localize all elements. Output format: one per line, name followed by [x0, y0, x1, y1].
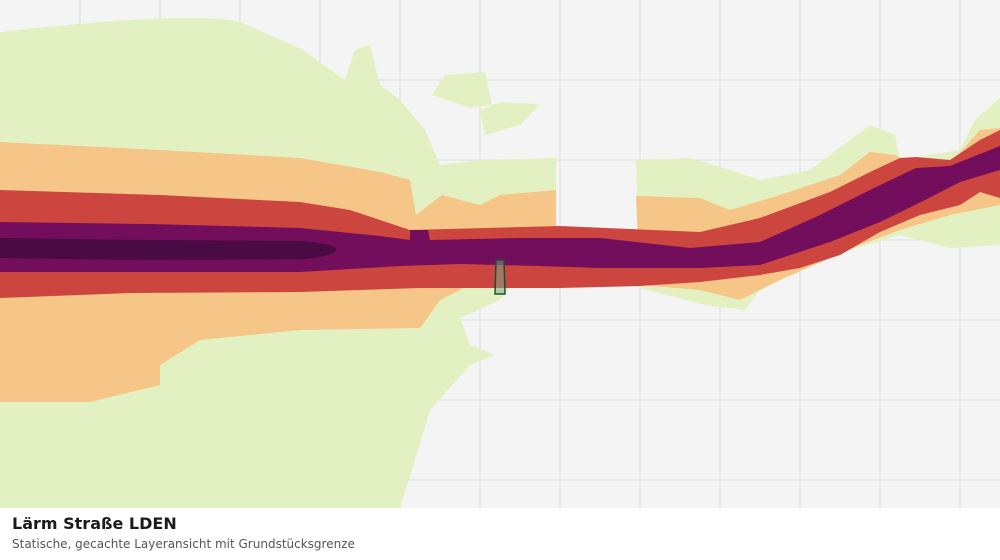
noise-zone-very-high — [0, 146, 1000, 272]
caption: Lärm Straße LDEN Statische, gecachte Lay… — [0, 508, 1000, 560]
map-title: Lärm Straße LDEN — [12, 514, 177, 533]
noise-zone-extreme — [0, 238, 337, 260]
map — [0, 0, 1000, 508]
parcel-boundary — [494, 259, 506, 295]
map-subtitle: Statische, gecachte Layeransicht mit Gru… — [12, 537, 355, 551]
